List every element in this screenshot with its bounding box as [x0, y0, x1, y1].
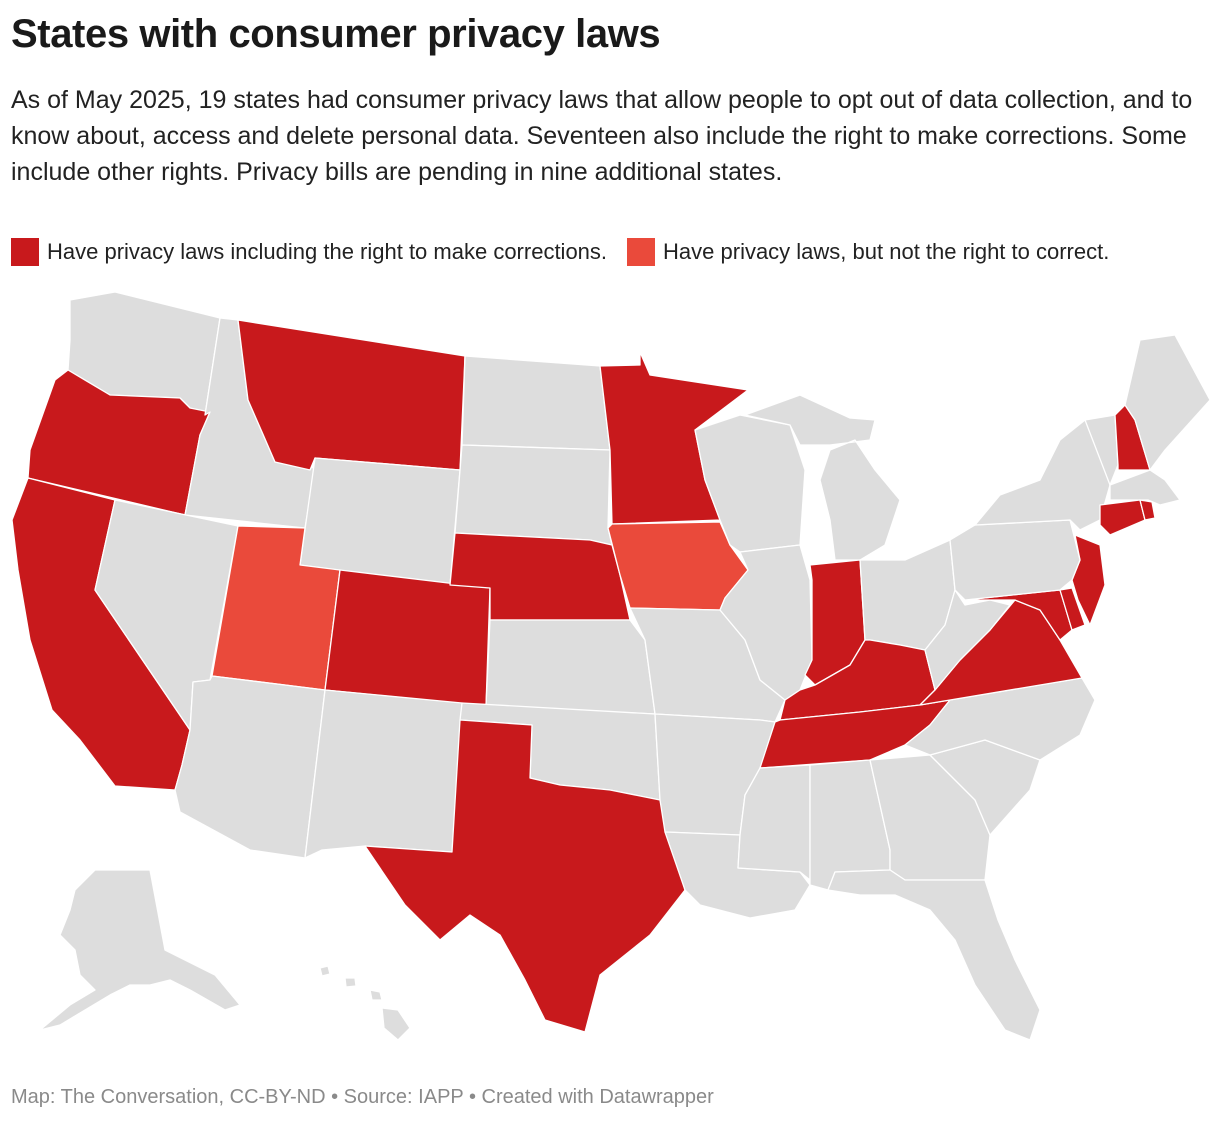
us-states-map	[11, 291, 1211, 1041]
chart-footer: Map: The Conversation, CC-BY-ND • Source…	[11, 1086, 714, 1108]
state-maine[interactable]	[1124, 334, 1211, 471]
state-new-mexico[interactable]	[304, 689, 463, 859]
state-pennsylvania[interactable]	[949, 519, 1081, 601]
state-illinois[interactable]	[719, 544, 813, 701]
legend-label-no-correct: Have privacy laws, but not the right to …	[663, 239, 1110, 264]
state-connecticut[interactable]	[1099, 499, 1146, 536]
state-florida[interactable]	[827, 869, 1041, 1041]
legend-swatch-no-correct	[627, 238, 656, 266]
state-michigan[interactable]	[744, 394, 901, 561]
state-colorado[interactable]	[324, 569, 491, 707]
state-kansas[interactable]	[485, 619, 656, 715]
legend-item-no-correct: Have privacy laws, but not the right to …	[627, 238, 1109, 266]
state-montana[interactable]	[237, 319, 466, 471]
state-south-dakota[interactable]	[454, 444, 613, 546]
legend-label-correct: Have privacy laws including the right to…	[47, 239, 608, 264]
legend-item-correct: Have privacy laws including the right to…	[11, 238, 607, 266]
legend-swatch-correct	[11, 238, 39, 266]
chart-description: As of May 2025, 19 states had consumer p…	[11, 86, 1193, 186]
state-new-york[interactable]	[974, 419, 1111, 531]
state-hawaii[interactable]	[319, 965, 411, 1041]
legend: Have privacy laws including the right to…	[11, 238, 1129, 266]
state-rhode-island[interactable]	[1139, 499, 1156, 521]
state-north-carolina[interactable]	[904, 677, 1096, 761]
state-wyoming[interactable]	[299, 457, 461, 586]
state-north-dakota[interactable]	[461, 355, 611, 451]
chart-title: States with consumer privacy laws	[11, 12, 661, 56]
state-west-virginia[interactable]	[924, 589, 1011, 691]
state-alaska[interactable]	[39, 869, 241, 1031]
state-delaware[interactable]	[1059, 587, 1086, 631]
state-massachusetts[interactable]	[1109, 469, 1181, 506]
state-texas[interactable]	[364, 719, 686, 1033]
state-arizona[interactable]	[174, 675, 326, 859]
